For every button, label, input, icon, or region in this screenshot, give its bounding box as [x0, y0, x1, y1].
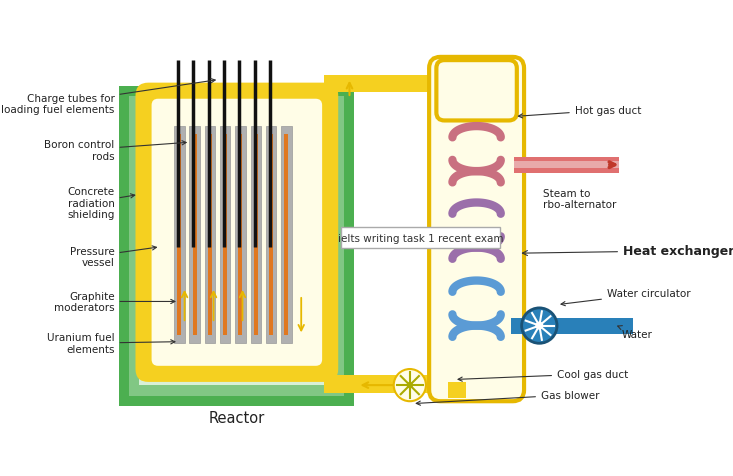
- FancyBboxPatch shape: [342, 228, 500, 249]
- Text: Reactor: Reactor: [209, 410, 265, 425]
- Text: Pressure
vessel: Pressure vessel: [70, 246, 156, 268]
- Bar: [174, 127, 185, 344]
- Bar: [266, 127, 276, 344]
- Text: Boron control
rods: Boron control rods: [44, 140, 186, 162]
- Text: Cool gas duct: Cool gas duct: [458, 369, 628, 381]
- FancyBboxPatch shape: [436, 61, 517, 121]
- Bar: [235, 127, 246, 344]
- Bar: [442, 73, 463, 93]
- Bar: [324, 376, 465, 393]
- Bar: [177, 135, 181, 336]
- Bar: [515, 162, 619, 169]
- Text: Uranium fuel
elements: Uranium fuel elements: [47, 333, 175, 354]
- Bar: [269, 135, 273, 336]
- Text: Steam to
rbo-alternator: Steam to rbo-alternator: [542, 188, 616, 210]
- Circle shape: [522, 308, 557, 344]
- FancyBboxPatch shape: [429, 58, 524, 401]
- Circle shape: [394, 369, 426, 401]
- Text: Concrete
radiation
shielding: Concrete radiation shielding: [67, 187, 135, 219]
- Bar: [220, 127, 230, 344]
- Bar: [238, 135, 243, 336]
- Text: ielts writing task 1 recent exam: ielts writing task 1 recent exam: [338, 233, 504, 243]
- Text: Charge tubes for
loading fuel elements: Charge tubes for loading fuel elements: [1, 79, 216, 115]
- Bar: [208, 135, 212, 336]
- Circle shape: [407, 382, 413, 388]
- Text: Hot gas duct: Hot gas duct: [518, 106, 641, 119]
- Text: Water: Water: [618, 326, 652, 339]
- Bar: [189, 127, 200, 344]
- Bar: [193, 135, 196, 336]
- Bar: [284, 135, 288, 336]
- Text: Water circulator: Water circulator: [561, 289, 690, 306]
- Bar: [254, 135, 258, 336]
- Bar: [556, 318, 633, 334]
- Bar: [139, 106, 334, 385]
- Bar: [511, 318, 522, 334]
- Bar: [281, 127, 292, 344]
- Text: Heat exchanger: Heat exchanger: [523, 245, 733, 258]
- Bar: [129, 97, 344, 396]
- Text: Graphite
moderators: Graphite moderators: [54, 291, 175, 313]
- Text: Gas blower: Gas blower: [416, 390, 600, 406]
- Bar: [515, 158, 619, 173]
- Bar: [251, 127, 261, 344]
- Bar: [119, 87, 354, 406]
- Bar: [205, 127, 216, 344]
- Bar: [324, 75, 449, 93]
- FancyBboxPatch shape: [152, 99, 322, 366]
- Bar: [223, 135, 227, 336]
- Bar: [449, 382, 466, 398]
- Circle shape: [535, 322, 543, 330]
- FancyBboxPatch shape: [136, 83, 338, 382]
